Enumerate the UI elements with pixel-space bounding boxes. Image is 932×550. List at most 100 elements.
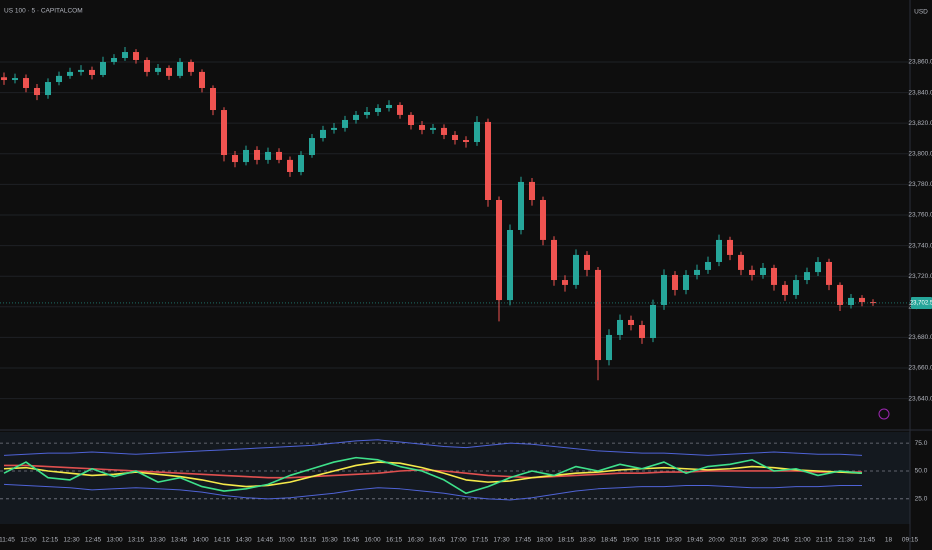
candle-body (12, 78, 18, 81)
candle-body (265, 151, 271, 160)
candle-body (793, 280, 799, 296)
indicator-pane (0, 432, 910, 524)
candle-body (276, 151, 282, 160)
candle-body (518, 181, 524, 230)
y-tick-label: 23,740.0 (908, 242, 932, 249)
candle-body (474, 121, 480, 143)
candle-body (870, 302, 876, 304)
x-tick-label: 09:15 (902, 537, 919, 544)
candle-body (364, 112, 370, 115)
candle-body (650, 304, 656, 339)
candle-body (1, 77, 7, 81)
candle-body (771, 267, 777, 285)
candle-body (375, 108, 381, 113)
candle-body (782, 284, 788, 296)
candle-body (287, 159, 293, 172)
x-tick-label: 13:45 (171, 537, 188, 544)
candle-body (155, 67, 161, 72)
candle-body (507, 229, 513, 301)
candle-body (221, 110, 227, 156)
candle-body (562, 280, 568, 285)
x-tick-label: 12:15 (42, 537, 59, 544)
x-tick-label: 19:15 (644, 537, 661, 544)
candle-body (716, 239, 722, 262)
candle-body (441, 127, 447, 135)
candle-body (111, 57, 117, 62)
candle-body (496, 199, 502, 301)
x-tick-label: 21:45 (859, 537, 876, 544)
candle-body (617, 319, 623, 335)
x-tick-label: 14:15 (214, 537, 231, 544)
x-tick-label: 17:30 (493, 537, 510, 544)
candle-body (232, 155, 238, 163)
candle-body (738, 254, 744, 270)
candle-body (199, 71, 205, 88)
x-tick-label: 18:30 (579, 537, 596, 544)
last-price-tag (911, 296, 932, 309)
x-tick-label: 21:15 (816, 537, 833, 544)
candle-body (749, 269, 755, 275)
candle-body (705, 261, 711, 270)
candle-body (210, 87, 216, 111)
candle-body (859, 297, 865, 303)
candle-body (320, 129, 326, 139)
x-tick-label: 12:45 (85, 537, 102, 544)
x-tick-label: 14:45 (257, 537, 274, 544)
candle-body (694, 269, 700, 275)
x-tick-label: 20:00 (708, 537, 725, 544)
candle-body (672, 274, 678, 290)
candle-body (573, 254, 579, 285)
indicator-tick-label: 25.0 (915, 496, 928, 503)
x-tick-label: 15:15 (300, 537, 317, 544)
x-tick-label: 20:45 (773, 537, 790, 544)
x-tick-label: 11:45 (0, 537, 15, 544)
y-tick-label: 23,860.0 (908, 59, 932, 66)
x-tick-label: 19:00 (622, 537, 639, 544)
indicator-tick-label: 75.0 (915, 440, 928, 447)
candle-body (122, 52, 128, 58)
candle-body (826, 261, 832, 285)
x-tick-label: 18:45 (601, 537, 618, 544)
x-tick-label: 16:30 (407, 537, 424, 544)
x-tick-label: 16:15 (386, 537, 403, 544)
x-tick-label: 15:00 (278, 537, 295, 544)
candle-body (331, 127, 337, 130)
candle-body (177, 61, 183, 76)
x-tick-label: 19:30 (665, 537, 682, 544)
candle-body (353, 114, 359, 120)
y-tick-label: 23,820.0 (908, 120, 932, 127)
y-tick-label: 23,720.0 (908, 273, 932, 280)
candle-body (815, 261, 821, 273)
candle-body (452, 134, 458, 141)
candle-body (342, 119, 348, 128)
x-tick-label: 18:00 (536, 537, 553, 544)
candle-body (595, 269, 601, 361)
event-icon[interactable] (878, 408, 890, 420)
candle-body (419, 125, 425, 130)
candle-body (166, 67, 172, 76)
y-tick-label: 23,660.0 (908, 365, 932, 372)
x-tick-label: 12:30 (63, 537, 80, 544)
currency: USD (914, 9, 928, 16)
y-tick-label: 23,780.0 (908, 181, 932, 188)
candle-body (254, 149, 260, 160)
y-tick-label: 23,680.0 (908, 334, 932, 341)
candle-body (485, 121, 491, 200)
candle-body (628, 319, 634, 326)
candle-body (133, 52, 139, 60)
candle-body (584, 254, 590, 270)
x-tick-label: 15:45 (343, 537, 360, 544)
x-tick-label: 13:00 (106, 537, 123, 544)
x-tick-label: 21:00 (794, 537, 811, 544)
candle-body (837, 284, 843, 305)
candle-body (188, 61, 194, 72)
candle-body (243, 149, 249, 163)
indicator-line (3, 461, 863, 488)
candle-body (309, 138, 315, 156)
x-tick-label: 16:45 (429, 537, 446, 544)
chart-title: US 100 · 5 · CAPITALCOM (4, 8, 83, 15)
candle-body (34, 87, 40, 96)
candle-body (397, 104, 403, 115)
candle-body (144, 59, 150, 72)
